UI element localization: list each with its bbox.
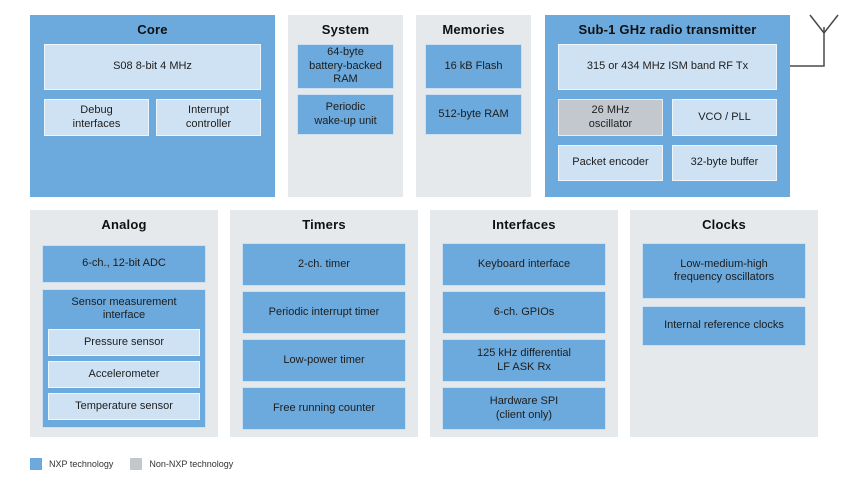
legend-item-non-nxp: Non-NXP technology [130,458,233,470]
panel-analog-title: Analog [101,217,147,232]
block-packet-encoder: Packet encoder [558,145,663,181]
block-battery-backed-ram: 64-byte battery-backed RAM [297,44,394,89]
legend: NXP technology Non-NXP technology [30,458,233,470]
legend-item-nxp: NXP technology [30,458,113,470]
panel-radio-transmitter: Sub-1 GHz radio transmitter 315 or 434 M… [545,15,790,197]
block-internal-reference-clocks: Internal reference clocks [642,306,806,346]
block-hardware-spi: Hardware SPI (client only) [442,387,606,430]
nxp-technology-swatch-icon [30,458,42,470]
panel-core: Core S08 8-bit 4 MHz Debug interfaces In… [30,15,275,197]
block-low-power-timer: Low-power timer [242,339,406,382]
block-26mhz-oscillator: 26 MHz oscillator [558,99,663,136]
non-nxp-technology-swatch-icon [130,458,143,470]
panel-system-title: System [321,22,370,37]
block-2ch-timer: 2-ch. timer [242,243,406,286]
panel-timers-title: Timers [302,217,346,232]
block-interrupt-controller: Interrupt controller [156,99,261,136]
radio-row-1: 26 MHz oscillator VCO / PLL [558,99,777,136]
block-s08-cpu: S08 8-bit 4 MHz [44,44,261,90]
block-temperature-sensor: Temperature sensor [48,393,200,421]
legend-label-non-nxp: Non-NXP technology [149,459,234,469]
panel-clocks: Clocks Low-medium-high frequency oscilla… [630,210,818,437]
block-keyboard-interface: Keyboard interface [442,243,606,286]
panel-system: System 64-byte battery-backed RAM Period… [288,15,403,197]
sensor-interface-label: Sensor measurement interface [71,296,177,322]
block-flash: 16 kB Flash [425,44,522,89]
panel-interfaces-title: Interfaces [492,217,556,232]
block-ism-band-rf-tx: 315 or 434 MHz ISM band RF Tx [558,44,777,90]
panel-analog: Analog 6-ch., 12-bit ADC Sensor measurem… [30,210,218,437]
block-32-byte-buffer: 32-byte buffer [672,145,777,181]
panel-memories: Memories 16 kB Flash 512-byte RAM [416,15,531,197]
block-lf-ask-rx: 125 kHz differential LF ASK Rx [442,339,606,382]
block-pressure-sensor: Pressure sensor [48,329,200,357]
block-adc: 6-ch., 12-bit ADC [42,245,206,283]
antenna-icon [790,14,839,67]
block-sensor-measurement-interface: Sensor measurement interface Pressure se… [42,289,206,429]
panel-clocks-title: Clocks [702,217,746,232]
block-periodic-interrupt-timer: Periodic interrupt timer [242,291,406,334]
block-debug-interfaces: Debug interfaces [44,99,149,136]
block-periodic-wakeup-unit: Periodic wake-up unit [297,94,394,135]
panel-memories-title: Memories [442,22,505,37]
panel-core-title: Core [137,22,168,37]
block-accelerometer: Accelerometer [48,361,200,389]
block-gpios: 6-ch. GPIOs [442,291,606,334]
radio-row-2: Packet encoder 32-byte buffer [558,145,777,181]
block-vco-pll: VCO / PLL [672,99,777,136]
block-free-running-counter: Free running counter [242,387,406,430]
block-512-byte-ram: 512-byte RAM [425,94,522,135]
core-bottom-row: Debug interfaces Interrupt controller [44,99,261,136]
block-frequency-oscillators: Low-medium-high frequency oscillators [642,243,806,299]
panel-timers: Timers 2-ch. timer Periodic interrupt ti… [230,210,418,437]
panel-interfaces: Interfaces Keyboard interface 6-ch. GPIO… [430,210,618,437]
panel-radio-title: Sub-1 GHz radio transmitter [578,22,757,37]
legend-label-nxp: NXP technology [49,459,114,469]
